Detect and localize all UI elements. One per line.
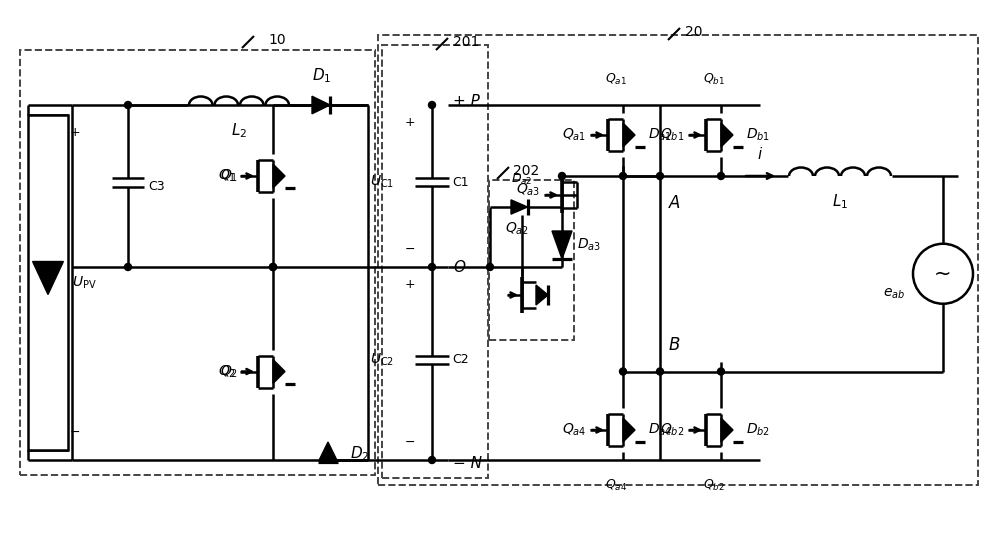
Text: ~: ~: [934, 264, 952, 284]
Circle shape: [486, 264, 494, 271]
Text: +: +: [405, 117, 415, 129]
Bar: [28, 115, 68, 450]
Text: 10: 10: [268, 33, 286, 47]
Text: $D_1$: $D_1$: [312, 66, 332, 85]
Text: 20: 20: [685, 25, 702, 39]
Text: $Q_{b2}$: $Q_{b2}$: [703, 478, 725, 493]
Circle shape: [270, 264, 276, 271]
Bar: [489, 180, 574, 340]
Text: $D_{b2}$: $D_{b2}$: [746, 422, 770, 438]
Text: −: −: [405, 242, 415, 256]
Polygon shape: [273, 164, 285, 188]
Text: 201: 201: [453, 35, 479, 49]
Text: $D_{b1}$: $D_{b1}$: [746, 127, 770, 143]
Text: + P: + P: [453, 94, 480, 109]
Text: $A$: $A$: [668, 194, 681, 212]
Text: $U_{\rm C2}$: $U_{\rm C2}$: [370, 351, 394, 368]
Text: $Q_{a1}$: $Q_{a1}$: [562, 127, 586, 143]
Text: − N: − N: [453, 456, 482, 471]
Circle shape: [718, 368, 724, 375]
Bar: [382, 45, 488, 478]
Text: $e_{ab}$: $e_{ab}$: [883, 287, 905, 301]
Polygon shape: [623, 123, 635, 147]
Text: $Q_{a1}$: $Q_{a1}$: [605, 72, 627, 87]
Circle shape: [558, 172, 566, 180]
Text: C2: C2: [452, 353, 469, 366]
Text: $Q_{b1}$: $Q_{b1}$: [660, 127, 684, 143]
Bar: [378, 35, 978, 485]
Polygon shape: [511, 200, 528, 214]
Text: O: O: [453, 259, 465, 274]
Text: −: −: [70, 425, 80, 439]
Text: +: +: [405, 279, 415, 292]
Circle shape: [656, 172, 664, 180]
Text: $i$: $i$: [757, 146, 763, 162]
Circle shape: [656, 368, 664, 375]
Text: C1: C1: [452, 175, 469, 188]
Polygon shape: [623, 418, 635, 442]
Text: $B$: $B$: [668, 335, 680, 354]
Circle shape: [270, 264, 276, 271]
Polygon shape: [319, 442, 337, 460]
Polygon shape: [536, 285, 548, 305]
Circle shape: [718, 172, 724, 180]
Text: $Q_{a3}$: $Q_{a3}$: [516, 182, 540, 198]
Text: C3: C3: [148, 180, 165, 193]
Text: $Q_{b2}$: $Q_{b2}$: [660, 422, 684, 438]
Text: $Q_1$: $Q_1$: [218, 168, 236, 184]
Circle shape: [428, 456, 436, 463]
Polygon shape: [552, 231, 572, 259]
Text: $D_{a1}$: $D_{a1}$: [648, 127, 671, 143]
Text: $L_1$: $L_1$: [832, 192, 848, 211]
Text: $Q_{a4}$: $Q_{a4}$: [605, 478, 627, 493]
Text: −: −: [405, 435, 415, 448]
Circle shape: [124, 102, 132, 109]
Text: $Q_{b1}$: $Q_{b1}$: [703, 72, 725, 87]
Text: $L_2$: $L_2$: [231, 121, 247, 140]
Text: $Q_1$: $Q_1$: [220, 168, 238, 184]
Circle shape: [428, 264, 436, 271]
Polygon shape: [273, 360, 285, 384]
Text: $Q_{a4}$: $Q_{a4}$: [562, 422, 586, 438]
Text: $D_2$: $D_2$: [350, 445, 369, 463]
Text: $Q_2$: $Q_2$: [218, 363, 236, 380]
Text: $U_{\rm PV}$: $U_{\rm PV}$: [72, 274, 97, 291]
Polygon shape: [721, 418, 733, 442]
Circle shape: [620, 172, 626, 180]
Polygon shape: [312, 96, 330, 114]
Bar: [20, 50, 375, 475]
Text: $D_{a3}$: $D_{a3}$: [577, 237, 601, 253]
Text: $U_{\rm C1}$: $U_{\rm C1}$: [370, 174, 394, 190]
Text: $Q_{a2}$: $Q_{a2}$: [505, 220, 529, 237]
Text: $D_{a4}$: $D_{a4}$: [648, 422, 672, 438]
Circle shape: [124, 264, 132, 271]
Polygon shape: [721, 123, 733, 147]
Circle shape: [620, 368, 626, 375]
Text: +: +: [70, 126, 81, 140]
Text: 202: 202: [513, 164, 539, 178]
Polygon shape: [33, 262, 63, 294]
Text: $Q_2$: $Q_2$: [220, 363, 238, 380]
Circle shape: [428, 102, 436, 109]
Text: $D_{a2}$: $D_{a2}$: [511, 172, 533, 187]
